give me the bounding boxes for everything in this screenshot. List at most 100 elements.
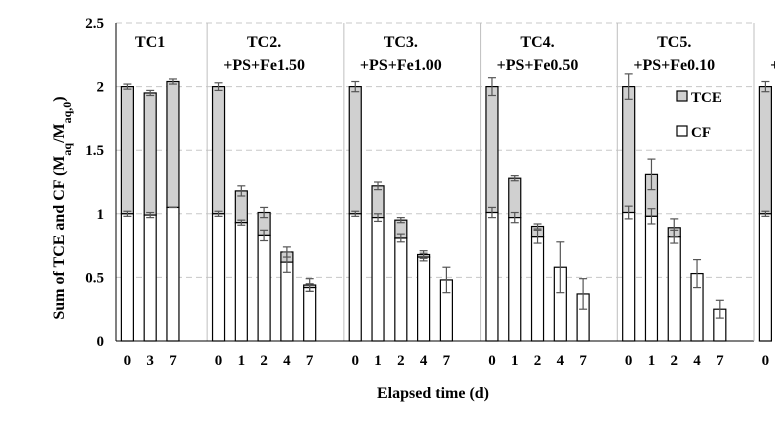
bar-segment-cf [257,234,271,342]
bar-segment-cf [280,261,294,342]
error-bar-total [761,80,770,93]
bar-segment-tce [758,85,772,215]
group-label-line1: TC4. [520,34,554,51]
y-tick-label: 2.5 [85,16,104,32]
error-bar-cf [374,213,383,223]
error-bar-total [533,223,542,230]
error-bar-total [624,73,633,100]
x-tick-label: 2 [534,353,542,369]
bar-segment-cf [758,213,772,342]
group-label-line2: +PS+Fe1.00 [360,57,442,74]
x-axis-title: Elapsed time (d) [377,385,489,402]
error-bar-cf [123,210,132,217]
bar-segment-tce [371,185,385,219]
x-tick-label: 4 [557,353,565,369]
bar-segment-cf [166,206,180,342]
bar-segment-tce [166,80,180,209]
error-bar-cf [579,278,588,310]
x-tick-label: 2 [397,353,405,369]
bar-segment-cf [211,213,226,342]
error-bar-cf [693,258,702,289]
x-tick-label: 7 [306,353,314,369]
bar-segment-cf [394,237,408,342]
group-label-line1: TC3. [384,34,418,51]
error-bar-total [510,175,519,182]
x-tick-label: 2 [671,353,679,369]
bar-segment-tce [622,85,636,214]
error-bar-total [237,185,246,197]
bar-segment-cf [644,215,659,342]
error-bar-total [396,217,405,224]
error-bar-total [647,158,656,191]
y-tick-label: 0 [97,334,105,350]
y-axis-title: Sum of TCE and CF (Maq/Maq,0) [51,96,74,319]
bar-segment-cf [348,213,362,342]
error-bar-cf [510,211,519,224]
legend-swatch-tce [676,90,688,102]
bar-segment-cf [120,213,134,342]
group-label-line2: +PS+Fe0.10 [633,57,715,74]
x-tick-label: 7 [443,353,451,369]
error-bar-total [146,89,155,97]
x-tick-label: 1 [374,353,382,369]
x-tick-label: 1 [511,353,519,369]
x-tick-label: 0 [215,353,223,369]
group-label-line1: TC2. [247,34,281,51]
error-bar-cf [305,283,314,292]
legend-label-tce: TCE [691,90,722,106]
y-tick-label: 1.5 [85,143,104,159]
x-tick-label: 1 [648,353,656,369]
group-label-line2: +PS+Fe0.50 [497,57,579,74]
error-bar-total [351,80,360,93]
error-bar-total [260,206,269,219]
bar-segment-tce [120,85,134,215]
bar-segment-cf [143,214,157,342]
y-tick-label: 0.5 [85,270,104,286]
error-bar-total [374,181,383,191]
x-tick-label: 3 [146,353,154,369]
bar-segment-cf [485,211,499,342]
error-bar-cf [715,299,724,319]
bar-segment-cf [234,222,248,342]
bar-segment-cf [303,286,317,342]
group-label-line1: TC1 [135,34,165,51]
error-bar-total [487,77,496,97]
error-bar-cf [214,210,223,217]
error-bar-cf [260,229,269,242]
error-bar-total [168,78,177,85]
group-label-line2: +PS+Fe1.50 [223,57,305,74]
error-bar-cf [647,208,656,225]
bar-segment-cf [417,256,431,342]
error-bar-cf [761,210,770,217]
x-tick-label: 1 [238,353,246,369]
bar-segment-cf [622,211,636,342]
legend: TCE CF [676,90,722,141]
error-bar-cf [624,205,633,220]
x-tick-label: 0 [124,353,132,369]
error-bar-cf [670,229,679,244]
error-bar-cf [556,241,565,294]
group-labels: TC1 TC2. +PS+Fe1.50 TC3. +PS+Fe1.00 TC4. +PS+F… [135,34,775,74]
x-tick-label: 4 [420,353,428,369]
bar-segment-tce [348,85,362,215]
error-bar-total [123,83,132,90]
error-bar-cf [533,229,542,244]
error-bar-cf [351,210,360,217]
y-tick-label: 1 [97,207,105,223]
error-bar-cf [442,266,451,294]
x-tick-label: 4 [693,353,701,369]
legend-label-cf: CF [691,125,711,141]
bar-segment-tce [211,85,226,215]
x-tick-label: 7 [169,353,177,369]
y-tick-label: 2 [97,80,105,96]
error-bar-cf [237,219,246,226]
error-bar-cf [419,252,428,262]
error-bar-cf [282,251,291,273]
bar-segment-tce [485,85,499,214]
error-bars [123,73,770,319]
x-tick-label: 2 [260,353,268,369]
bar-segment-tce [143,92,157,216]
bar-segment-cf [667,236,681,342]
bar-segment-cf [371,217,385,342]
bar-segment-cf [508,217,522,342]
